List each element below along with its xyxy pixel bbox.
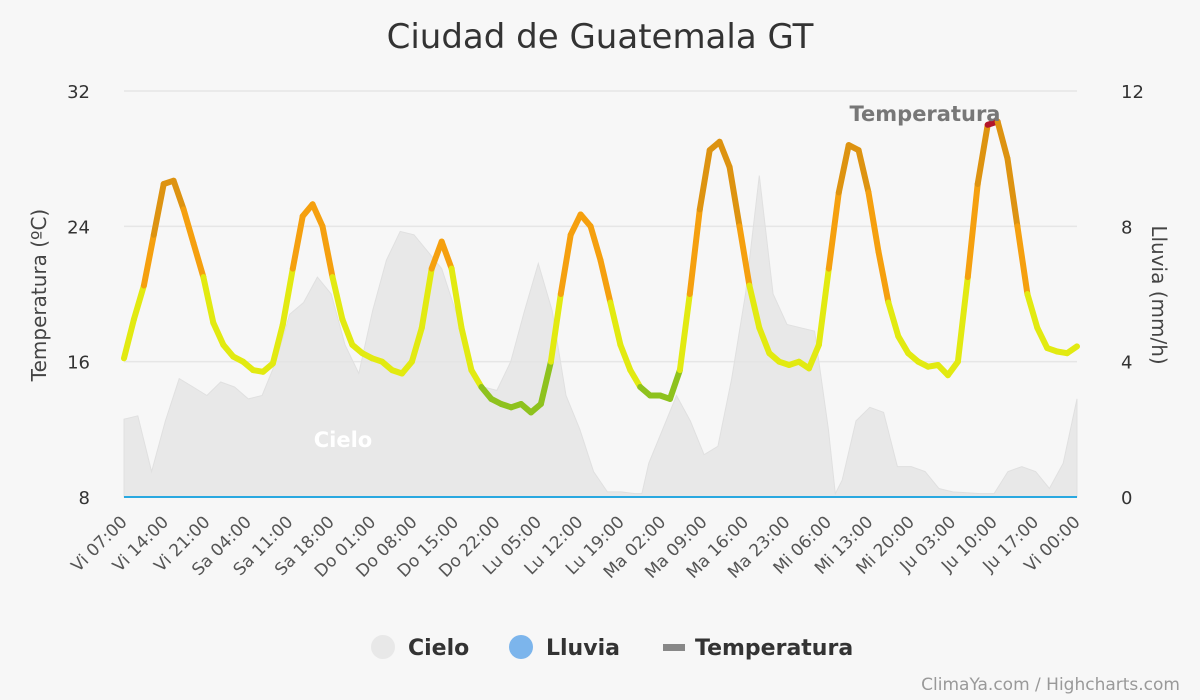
right-axis-tick-label: 4 — [1121, 353, 1132, 374]
temperatura-segment — [835, 142, 852, 196]
left-axis-tick-label: 32 — [67, 82, 90, 103]
cielo-series-label: Cielo — [314, 428, 372, 452]
temperatura-segment — [1024, 291, 1041, 331]
left-axis-title: Temperatura (ºC) — [27, 209, 51, 382]
legend-item-temperatura[interactable]: Temperatura — [663, 636, 853, 661]
temperatura-segment — [140, 231, 157, 289]
temperatura-segment — [806, 341, 822, 372]
right-axis-title: Lluvia (mm/h) — [1147, 225, 1171, 364]
temperatura-series-label: Temperatura — [850, 102, 1001, 126]
temperatura-segment — [994, 118, 1011, 162]
left-axis-tick-label: 24 — [67, 217, 90, 238]
temperatura-segment — [458, 324, 475, 374]
temperatura-segment — [597, 257, 614, 306]
temperatura-segment — [210, 319, 227, 348]
lluvia-legend-label: Lluvia — [546, 636, 620, 661]
temperatura-segment — [895, 333, 912, 357]
right-axis-tick-label: 0 — [1121, 488, 1132, 509]
left-axis-tick-label: 8 — [79, 488, 90, 509]
right-axis-tick-label: 8 — [1121, 217, 1132, 238]
cielo-legend-symbol — [371, 635, 395, 659]
temperatura-segment — [339, 316, 356, 348]
temperatura-segment — [1004, 155, 1021, 230]
temperatura-segment — [855, 147, 872, 196]
temperatura-legend-label: Temperatura — [695, 636, 853, 661]
legend-item-lluvia[interactable]: Lluvia — [509, 635, 620, 661]
temperatura-segment — [418, 265, 435, 331]
temperatura-segment — [448, 265, 465, 331]
temperatura-segment — [547, 291, 564, 365]
right-axis-tick-label: 12 — [1121, 82, 1144, 103]
temperatura-segment — [428, 238, 445, 272]
temperatura-segment — [319, 223, 336, 281]
legend: Cielo Lluvia Temperatura — [371, 635, 853, 661]
right-axis-ticks: 0 4 8 12 — [1121, 82, 1144, 509]
temperatura-segment — [438, 238, 455, 272]
temperatura-segment — [587, 223, 604, 264]
cloud-area-series[interactable] — [123, 175, 1078, 498]
grid-lines — [124, 90, 1077, 363]
temperatura-segment — [756, 324, 773, 357]
temperatura-segment — [537, 358, 554, 407]
legend-item-cielo[interactable]: Cielo — [371, 635, 469, 661]
temperatura-segment — [121, 316, 137, 362]
temperatura-segment — [1034, 324, 1051, 352]
temperatura-segment — [676, 291, 693, 374]
temperatura-segment — [825, 189, 842, 272]
temperatura-segment — [190, 240, 207, 281]
temperatura-segment — [716, 138, 733, 171]
temperatura-segment — [200, 274, 217, 326]
temperatura-segment — [567, 211, 584, 238]
temperatura-segment — [885, 299, 902, 340]
temperatura-segment — [408, 324, 425, 365]
temperatura-segment — [468, 367, 485, 390]
temperatura-segment — [617, 341, 634, 374]
temperatura-segment — [180, 206, 197, 247]
temperatura-legend-symbol — [663, 644, 685, 651]
temperatura-segment — [289, 213, 306, 272]
temperatura-segment — [686, 206, 703, 297]
temperatura-segment — [667, 367, 683, 402]
temperatura-segment — [557, 231, 574, 297]
temperatura-segment — [736, 223, 753, 289]
temperatura-segment — [329, 274, 346, 323]
temperatura-segment — [746, 282, 763, 331]
temperatura-segment — [1014, 223, 1031, 297]
temperatura-segment — [865, 189, 882, 255]
temperatura-segment — [954, 274, 971, 365]
temperatura-segment — [269, 321, 286, 367]
temperatura-segment — [1064, 343, 1080, 357]
temperatura-segment — [815, 265, 832, 348]
temperatura-segment — [726, 164, 743, 230]
temperatura-segment — [627, 367, 644, 390]
temperatura-segment — [130, 282, 147, 323]
cielo-legend-label: Cielo — [408, 636, 469, 661]
temperatura-segment — [974, 121, 991, 187]
chart-title: Ciudad de Guatemala GT — [387, 17, 814, 57]
left-axis-ticks: 8 16 24 32 — [67, 82, 90, 509]
temperature-line-series[interactable] — [121, 118, 1080, 416]
temperatura-segment — [309, 201, 326, 230]
temperatura-segment — [150, 181, 167, 238]
temperatura-segment — [964, 181, 981, 281]
left-axis-tick-label: 16 — [67, 353, 90, 374]
lluvia-legend-symbol — [509, 635, 533, 659]
cielo-area — [123, 175, 1078, 498]
chart-credit[interactable]: ClimaYa.com / Highcharts.com — [921, 675, 1180, 695]
temperatura-segment — [607, 299, 624, 348]
temperatura-segment — [875, 248, 892, 306]
temperatura-segment — [696, 147, 713, 213]
temperatura-segment — [170, 177, 187, 213]
temperatura-segment — [279, 265, 296, 328]
